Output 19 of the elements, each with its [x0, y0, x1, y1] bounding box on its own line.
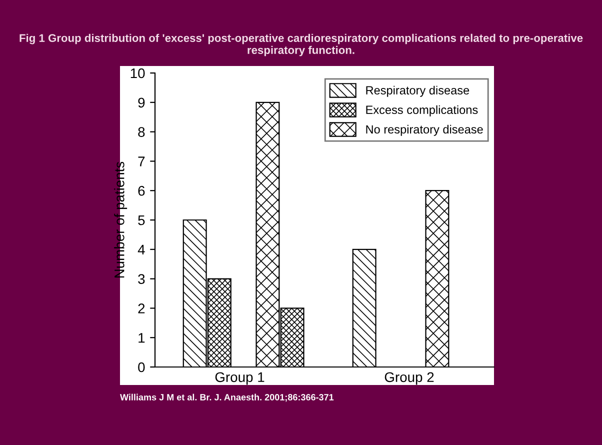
legend-label: Excess complications	[366, 105, 478, 116]
y-tick-label: 10	[130, 68, 145, 78]
y-tick-label: 4	[138, 244, 145, 254]
y-tick-label: 9	[138, 98, 145, 108]
chart-title: Fig 1 Group distribution of 'excess' post-operative cardiorespiratory complications related to pre-operative respiratory function.	[20, 34, 583, 56]
y-tick-label: 6	[138, 186, 145, 196]
text: Williams J M et al. Br. J. Anaesth. 2001;86:366-371	[120, 394, 334, 402]
y-tick-label: 1	[138, 333, 145, 343]
legend-label: Respiratory disease	[366, 86, 470, 97]
legend-label: No respiratory disease	[366, 124, 483, 136]
y-tick-label: 8	[138, 127, 145, 137]
y-axis-title: Number of patients	[114, 162, 128, 278]
x-tick-label: Group 1	[215, 372, 264, 385]
y-tick-label: 5	[138, 215, 145, 226]
y-tick-label: 3	[138, 274, 145, 284]
y-tick-label: 0	[138, 362, 145, 372]
x-tick-label: Group 2	[384, 372, 434, 385]
y-tick-label: 2	[138, 304, 145, 314]
y-tick-label: 7	[138, 156, 145, 166]
